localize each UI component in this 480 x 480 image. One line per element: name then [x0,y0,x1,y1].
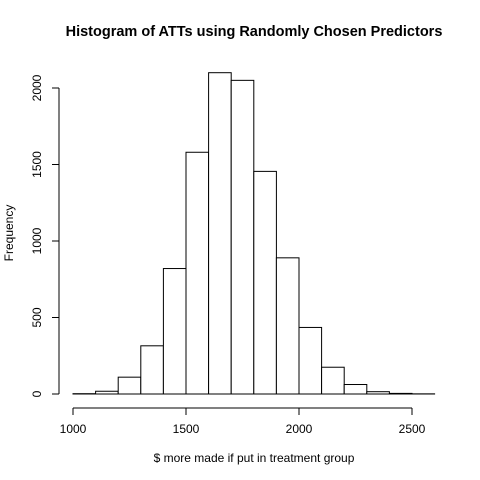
histogram-bar-10 [275,257,300,395]
histogram-bar-11 [298,326,323,395]
y-axis: 0 500 1000 1500 2000 [30,74,60,397]
x-tick-label-2000: 2000 [286,422,313,436]
histogram-bar-13 [343,384,368,395]
bars-group [72,72,436,395]
histogram-bar-6 [185,151,210,395]
histogram-bar-12 [321,366,345,395]
histogram-bar-8 [230,79,255,395]
histogram-bar-15 [388,392,413,395]
x-tick-label-1500: 1500 [173,422,200,436]
chart-title: Histogram of ATTs using Randomly Chosen … [66,24,443,40]
y-tick-label-2000: 2000 [30,74,44,101]
x-axis: 1000 1500 2000 2500 [60,407,426,436]
y-tick-label-500: 500 [30,307,44,327]
histogram-bar-5 [162,268,187,395]
x-axis-label: $ more made if put in treatment group [154,451,355,465]
y-axis-label: Frequency [2,205,16,262]
histogram-bar-3 [117,376,142,395]
histogram-bar-14 [366,391,390,395]
histogram-bar-7 [208,72,232,395]
y-tick-label-0: 0 [30,390,44,397]
x-tick-label-2500: 2500 [399,422,426,436]
histogram-bar-2 [95,390,119,395]
y-tick-label-1000: 1000 [30,227,44,254]
y-tick-label-1500: 1500 [30,151,44,178]
histogram-bar-9 [253,170,277,395]
histogram-bar-4 [140,345,164,395]
x-tick-label-1000: 1000 [60,422,87,436]
